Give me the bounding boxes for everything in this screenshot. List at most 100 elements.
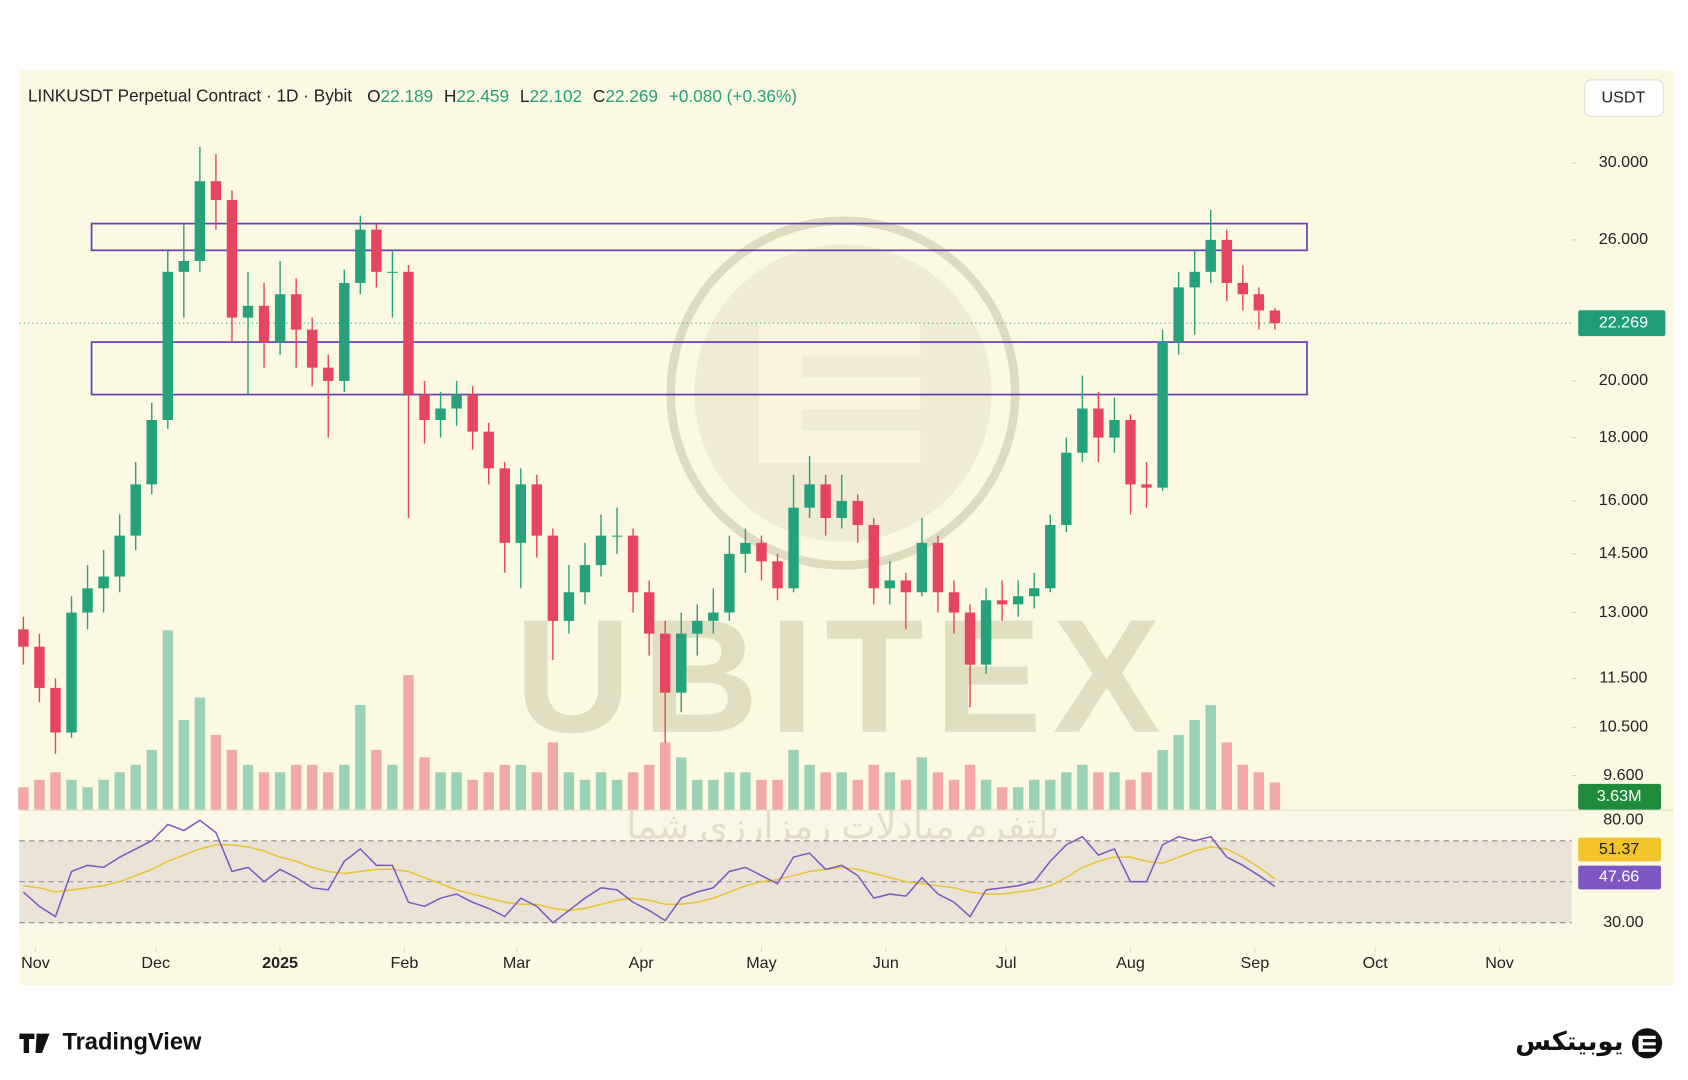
rsi-line	[22, 819, 1276, 924]
watermark-disc	[694, 244, 992, 542]
candle-body	[1141, 484, 1152, 488]
rsi-ma-label: 51.37	[1599, 840, 1639, 858]
x-tick-label: Apr	[629, 954, 655, 972]
volume-bar	[419, 757, 430, 810]
candle-body	[547, 535, 559, 621]
candle-body	[1173, 287, 1184, 343]
volume-bar	[323, 772, 334, 810]
volume-bar	[1125, 779, 1136, 810]
volume-bar	[66, 779, 77, 810]
candle-body	[964, 612, 976, 665]
currency-button[interactable]	[1584, 79, 1664, 117]
volume-bar	[403, 675, 414, 810]
candle-body	[868, 524, 879, 589]
candle-body	[900, 580, 912, 593]
volume-bar	[114, 772, 125, 810]
x-tick-label: Oct	[1363, 954, 1389, 972]
volume-bar	[740, 772, 751, 810]
volume-bar	[547, 742, 559, 810]
ubitex-logo-glyph	[1638, 1035, 1656, 1052]
volume-bar	[50, 772, 61, 810]
candle-body	[1045, 524, 1056, 589]
volume-bar	[1141, 772, 1152, 810]
candle-body	[226, 200, 238, 318]
candle-body	[1061, 452, 1072, 525]
candle-body	[980, 600, 992, 665]
volume-bar	[1093, 772, 1104, 810]
volume-bar	[1061, 772, 1072, 810]
x-tick-label: Feb	[391, 954, 419, 972]
volume-bar	[98, 779, 109, 810]
watermark-ring	[666, 216, 1020, 570]
rsi-tick-label: 80.00	[1603, 811, 1643, 829]
candle-body	[355, 229, 366, 283]
volume-bar	[820, 772, 831, 810]
volume-bar	[868, 764, 879, 810]
header: LINKUSDT Perpetual Contract · 1D · Bybit…	[28, 86, 797, 106]
x-tick-label: Aug	[1116, 954, 1145, 972]
footer-brand-fa: یوبیتکس	[1515, 1028, 1623, 1057]
candle-body	[836, 500, 847, 518]
volume-bar	[451, 772, 462, 810]
watermark: UBITEX پلتفرم مبادلات رمزارزی شما	[515, 216, 1161, 848]
volume-bar	[595, 772, 607, 810]
zone	[90, 222, 1308, 252]
price-change: +0.080 (+0.36%)	[669, 86, 797, 106]
candle-body	[419, 394, 430, 420]
candle-body	[1109, 419, 1120, 438]
volume-bar	[1157, 749, 1168, 810]
ohlc-value: 22.269	[605, 86, 658, 106]
candle-body	[820, 484, 831, 518]
x-tick-label: Jul	[996, 954, 1017, 972]
y-tick-label: 11.500	[1599, 669, 1647, 687]
candle-body	[932, 542, 944, 593]
volume-bar	[499, 764, 510, 810]
volume-bar	[724, 772, 735, 810]
volume-bar	[1012, 787, 1024, 810]
volume-bar	[1173, 734, 1184, 810]
candle-body	[724, 553, 735, 613]
last-price-label: 22.269	[1599, 313, 1648, 331]
candle-body	[595, 535, 607, 566]
candle-body	[1029, 588, 1040, 597]
y-tick-label: 13.000	[1599, 603, 1648, 621]
candle-body	[18, 629, 29, 647]
candle-body	[563, 592, 575, 621]
volume-bar	[980, 779, 992, 810]
volume-bar	[996, 787, 1008, 810]
x-tick-label: May	[746, 954, 777, 972]
currency-label[interactable]: USDT	[1601, 88, 1645, 106]
ohlc-label: H	[444, 86, 456, 106]
candle-body	[114, 535, 125, 577]
volume-bar	[242, 764, 254, 810]
candle-body	[531, 484, 543, 536]
volume-bar	[146, 749, 157, 810]
candle-body	[708, 612, 719, 621]
zone	[90, 341, 1308, 396]
x-tick-label: Mar	[503, 954, 531, 972]
y-tick-label: 14.500	[1599, 544, 1648, 562]
volume-bar	[948, 779, 960, 810]
candle-body	[692, 620, 703, 634]
volume-bar	[339, 764, 350, 810]
candle-body	[146, 419, 157, 485]
y-tick-label: 16.000	[1599, 491, 1648, 509]
volume-bar	[34, 779, 45, 810]
candle-body	[1221, 239, 1232, 283]
volume-bar	[692, 779, 703, 810]
candle-body	[483, 431, 494, 469]
volume-bar	[1189, 719, 1200, 810]
volume-bar	[1077, 764, 1088, 810]
candle-body	[1012, 596, 1024, 605]
x-tick-label: 2025	[262, 954, 298, 972]
volume-bar	[467, 779, 478, 810]
volume-bar	[290, 764, 302, 810]
candle-body	[611, 535, 623, 537]
rsi-box	[1578, 865, 1662, 890]
candle-body	[1237, 282, 1249, 295]
candle-body	[643, 592, 655, 634]
volume-bar	[178, 719, 190, 810]
y-tick-label: 26.000	[1599, 230, 1648, 248]
watermark-glyph	[758, 323, 921, 464]
